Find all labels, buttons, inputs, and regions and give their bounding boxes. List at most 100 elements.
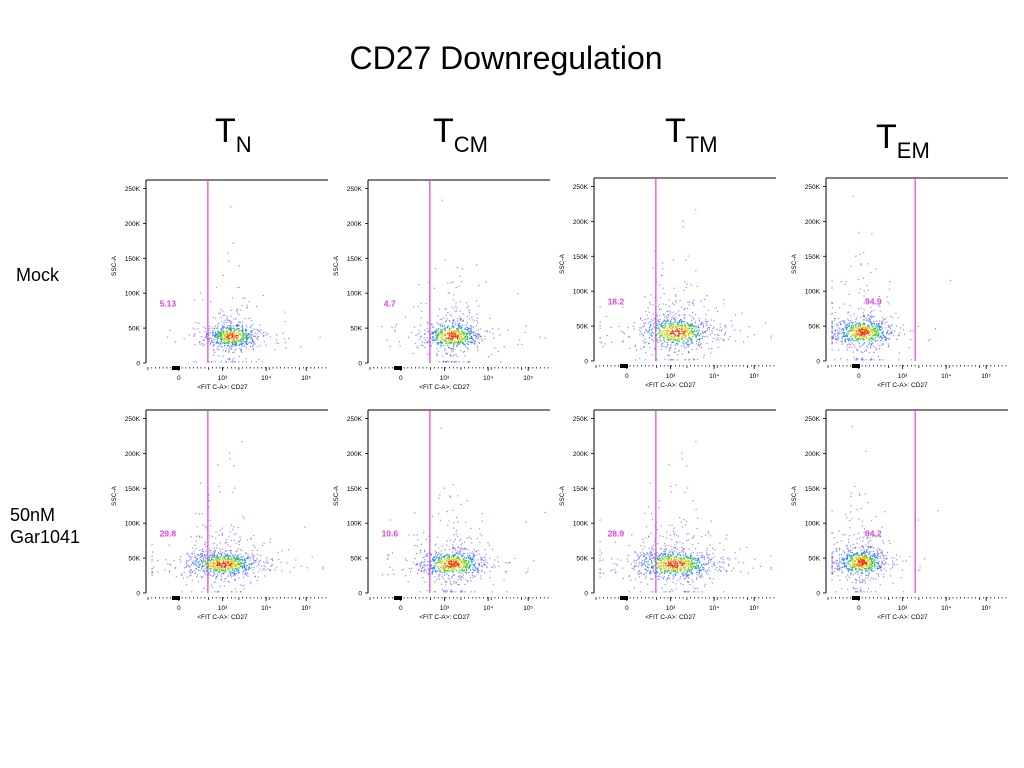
x-tick-label: 10³ [666,373,676,380]
event-cloud [599,209,772,361]
x-tick-label: 0 [625,373,629,380]
row-label-treated: 50nM Gar1041 [10,504,80,548]
y-tick-label: 150K [347,486,363,493]
y-tick-label: 100K [125,521,141,528]
facs-plot-3: 0 50K 100K 150K 200K 250K SSC-A 0 10³ 10⁴ 10⁵ <FIT … [559,177,776,389]
y-tick-label: 0 [584,591,588,598]
row-label-line: 50nM [10,505,56,525]
gate-percent-label: 29.8 [160,528,177,538]
y-tick-label: 50K [576,556,588,563]
event-cloud [151,441,324,593]
y-tick-label: 0 [358,591,362,598]
x-zero-marker [172,366,180,370]
x-tick-label: 0 [399,605,403,612]
event-cloud [831,195,952,361]
y-tick-label: 50K [350,556,362,563]
x-tick-label: 10⁴ [483,605,493,612]
y-tick-label: 250K [347,416,363,423]
event-cloud [831,426,939,593]
facs-plot-6: 0 50K 100K 150K 200K 250K SSC-A 0 10³ 10⁴ 10⁵ <FIT … [333,409,550,621]
x-axis-title: <FIT C-A>: CD27 [645,614,696,621]
column-header-ttm: TTM [665,112,718,157]
y-tick-label: 250K [573,184,589,191]
y-tick-label: 100K [125,291,141,298]
x-zero-marker [852,364,860,368]
y-tick-label: 100K [805,521,821,528]
y-tick-label: 50K [808,556,820,563]
y-tick-label: 200K [347,221,363,228]
row-label-line: Mock [16,265,60,285]
x-tick-label: 10³ [898,373,908,380]
x-tick-label: 10⁵ [981,373,991,380]
x-tick-label: 10³ [218,375,228,382]
y-tick-label: 100K [347,521,363,528]
y-tick-label: 250K [805,184,821,191]
x-tick-label: 10³ [218,605,228,612]
column-header-tem: TEM [876,118,930,163]
y-axis-title: SSC-A [333,255,340,276]
y-tick-label: 0 [136,361,140,368]
y-tick-label: 150K [573,254,589,261]
column-header-subscript: CM [453,132,488,157]
column-header-main: T [876,118,897,156]
x-zero-marker [394,366,402,370]
x-axis-title: <FIT C-A>: CD27 [197,384,248,391]
y-axis-title: SSC-A [559,485,566,506]
y-tick-label: 0 [358,361,362,368]
x-axis-title: <FIT C-A>: CD27 [877,614,928,621]
y-axis-title: SSC-A [791,485,798,506]
x-axis-title: <FIT C-A>: CD27 [877,382,928,389]
gate-percent-label: 10.6 [382,528,399,538]
x-tick-label: 10⁴ [261,605,271,612]
x-tick-label: 10³ [666,605,676,612]
y-tick-label: 150K [125,486,141,493]
event-cloud [599,441,772,593]
x-axis-title: <FIT C-A>: CD27 [645,382,696,389]
x-tick-label: 10⁴ [941,373,951,380]
x-zero-marker [852,596,860,600]
x-tick-label: 10⁴ [483,375,493,382]
x-tick-label: 0 [625,605,629,612]
column-header-main: T [433,112,454,150]
gate-percent-label: 18.2 [608,296,625,306]
y-tick-label: 0 [136,591,140,598]
y-axis-title: SSC-A [111,485,118,506]
column-header-main: T [665,112,686,150]
x-tick-label: 0 [177,375,181,382]
x-zero-marker [620,364,628,368]
y-tick-label: 0 [816,591,820,598]
x-axis-title: <FIT C-A>: CD27 [419,384,470,391]
x-zero-marker [394,596,402,600]
column-header-main: T [215,112,236,150]
column-header-subscript: EM [896,138,930,163]
facs-plot-1: 0 50K 100K 150K 200K 250K SSC-A 0 10³ 10⁴ 10⁵ <FIT … [111,179,328,391]
y-tick-label: 50K [128,326,140,333]
y-tick-label: 250K [125,416,141,423]
y-tick-label: 100K [573,521,589,528]
y-tick-label: 100K [573,289,589,296]
y-tick-label: 50K [350,326,362,333]
x-tick-label: 10⁴ [941,605,951,612]
y-tick-label: 200K [573,219,589,226]
gate-percent-label: 28.9 [608,528,625,538]
x-tick-label: 10⁴ [709,605,719,612]
facs-plot-4: 0 50K 100K 150K 200K 250K SSC-A 0 10³ 10⁴ 10⁵ <FIT … [791,177,1008,389]
x-tick-label: 10⁵ [749,373,759,380]
column-header-tcm: TCM [433,112,488,157]
y-tick-label: 200K [347,451,363,458]
y-tick-label: 200K [805,451,821,458]
y-axis-title: SSC-A [333,485,340,506]
x-tick-label: 0 [857,605,861,612]
x-tick-label: 10⁴ [261,375,271,382]
y-tick-label: 100K [805,289,821,296]
column-header-tn: TN [215,112,252,157]
row-label-line: Gar1041 [10,527,81,547]
y-tick-label: 100K [347,291,363,298]
y-tick-label: 150K [805,254,821,261]
x-zero-marker [172,596,180,600]
x-tick-label: 10⁵ [523,375,533,382]
x-tick-label: 10⁵ [301,375,311,382]
x-tick-label: 0 [177,605,181,612]
x-tick-label: 10⁵ [981,605,991,612]
y-tick-label: 200K [125,451,141,458]
